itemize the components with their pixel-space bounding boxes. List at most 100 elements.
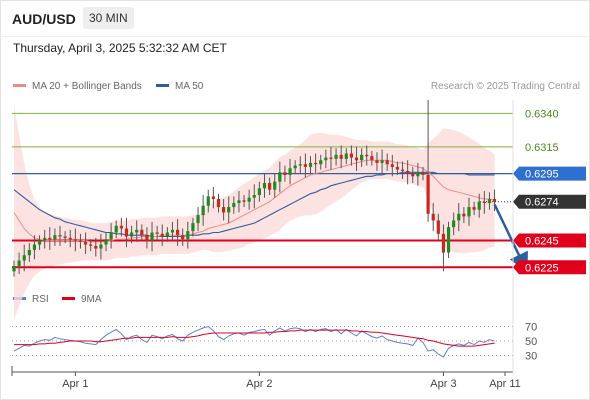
candle xyxy=(416,172,420,177)
candle xyxy=(273,181,277,190)
candle xyxy=(237,200,241,204)
candle xyxy=(308,162,313,167)
candle xyxy=(452,220,456,228)
candle xyxy=(27,249,31,256)
candle xyxy=(268,182,272,190)
candle xyxy=(283,172,287,175)
candle xyxy=(262,182,267,189)
candle xyxy=(170,229,175,233)
candle xyxy=(48,237,52,240)
ma20-line xyxy=(13,159,495,243)
candle xyxy=(365,154,369,157)
level-label-0.6295: 0.6295 xyxy=(525,169,559,181)
candle xyxy=(43,237,47,241)
candle xyxy=(278,172,282,182)
x-tick-label: Apr 2 xyxy=(246,378,272,390)
candle xyxy=(426,174,430,214)
legend-ma20-swatch xyxy=(13,83,26,87)
candle xyxy=(181,235,185,240)
candle xyxy=(467,207,471,217)
candle xyxy=(32,244,37,250)
candle xyxy=(370,156,374,161)
candle xyxy=(145,235,149,241)
level-tag-0.6274 xyxy=(513,194,586,209)
x-tick-label: Apr 3 xyxy=(430,378,456,390)
chart-timestamp: Thursday, April 3, 2025 5:32:32 AM CET xyxy=(13,41,227,55)
legend-9ma-label: 9MA xyxy=(81,294,102,305)
candle xyxy=(191,223,195,232)
candle xyxy=(293,165,297,169)
rsi-tick-label-30: 30 xyxy=(525,351,537,363)
candle xyxy=(165,232,169,237)
legend-ma50: MA 50 xyxy=(156,81,203,92)
candle xyxy=(472,207,476,210)
candle xyxy=(211,196,215,200)
legend-ma20-label: MA 20 + Bollinger Bands xyxy=(32,81,142,92)
x-tick-label: Apr 11 xyxy=(489,378,521,390)
research-credit: Research © 2025 Trading Central xyxy=(430,81,580,92)
candle xyxy=(390,164,394,167)
candle xyxy=(206,196,210,206)
rsi-panel: 70 50 30 xyxy=(12,322,537,363)
candle xyxy=(247,197,251,202)
legend-ma20: MA 20 + Bollinger Bands xyxy=(13,81,142,92)
candle xyxy=(201,205,205,216)
candle xyxy=(344,153,348,159)
rsi-9ma-line xyxy=(14,329,495,347)
rsi-tick-label-70: 70 xyxy=(525,322,537,334)
candle xyxy=(17,260,21,266)
candle xyxy=(94,245,98,249)
moving-averages-layer xyxy=(13,159,495,243)
candle xyxy=(12,265,16,272)
candle xyxy=(319,160,323,165)
candle xyxy=(329,157,333,159)
candle xyxy=(339,154,343,159)
candle xyxy=(482,201,486,204)
level-tag-0.6225 xyxy=(513,260,586,275)
rsi-line xyxy=(13,325,495,358)
candle xyxy=(252,195,256,198)
candle xyxy=(160,233,164,237)
candle xyxy=(124,228,129,237)
timeframe-badge[interactable]: 30 MIN xyxy=(83,7,134,29)
candle xyxy=(314,162,318,165)
candle xyxy=(421,172,425,175)
candle xyxy=(257,188,261,196)
legend-rsi-label: RSI xyxy=(32,294,49,305)
candle xyxy=(99,244,103,249)
candle xyxy=(58,235,62,237)
candle xyxy=(477,201,481,210)
legend-9ma: 9MA xyxy=(62,294,102,305)
candle xyxy=(457,213,461,221)
candle xyxy=(406,170,410,174)
candle xyxy=(196,215,200,224)
candle xyxy=(303,164,307,167)
legend-ma50-label: MA 50 xyxy=(175,81,204,92)
candle xyxy=(53,235,57,240)
candle xyxy=(73,239,77,241)
candle xyxy=(135,229,139,233)
candle xyxy=(68,237,72,240)
candle xyxy=(446,227,451,253)
level-label-0.6225: 0.6225 xyxy=(525,262,559,274)
bollinger-band xyxy=(14,105,495,320)
candles-layer xyxy=(12,100,497,277)
candle xyxy=(385,160,389,165)
candle xyxy=(436,220,440,234)
candle xyxy=(487,199,492,204)
level-label-0.6245: 0.6245 xyxy=(525,236,559,248)
candle xyxy=(400,169,405,171)
level-label-0.6315: 0.6315 xyxy=(525,142,559,154)
candle xyxy=(216,199,221,208)
legend-ma50-swatch xyxy=(156,83,169,87)
candle xyxy=(324,157,328,161)
forecast-arrow xyxy=(493,203,528,273)
candle xyxy=(411,173,415,177)
candle xyxy=(63,236,67,238)
candle xyxy=(441,233,446,253)
x-axis: Apr 1 Apr 2 Apr 3 Apr 11 xyxy=(11,100,521,390)
candle xyxy=(395,166,400,170)
forecast-layer xyxy=(493,203,528,273)
candle xyxy=(380,160,384,163)
